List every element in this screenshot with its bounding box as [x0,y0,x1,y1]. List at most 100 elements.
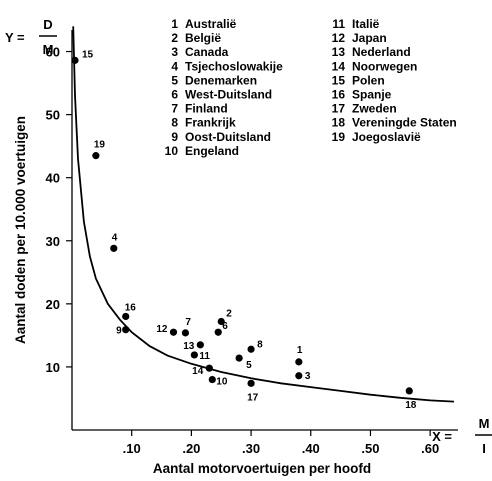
data-point-label: 6 [222,321,228,332]
y-ticks: 10 20 30 40 50 60 [46,45,72,375]
legend-label: Canada [185,45,229,59]
data-point-label: 7 [185,317,191,328]
x-tick-label: .40 [302,441,320,456]
axes [71,30,458,431]
data-point-label: 18 [405,400,417,411]
legend-label: Polen [352,73,385,87]
legend-label: Tsjechoslowakije [185,59,283,73]
data-point [247,379,255,387]
data-point-label: 13 [183,341,195,352]
data-point [92,152,100,160]
data-point [196,341,204,349]
legend-number: 8 [171,116,178,130]
x-axis-formula: X = M I [432,416,492,456]
legend-label: Noorwegen [352,59,417,73]
y-formula-numerator: D [43,17,52,32]
y-tick-label: 40 [46,171,60,186]
legend-label: Denemarken [185,73,257,87]
data-point [190,351,198,359]
legend-number: 12 [332,31,346,45]
data-point [214,328,222,336]
legend-number: 14 [332,59,346,73]
legend-number: 11 [332,17,345,31]
data-point-label: 19 [94,140,106,151]
data-point [110,244,118,252]
data-point [181,329,190,337]
y-tick-label: 10 [46,360,60,375]
legend-number: 7 [171,102,178,116]
legend-number: 5 [171,73,178,87]
x-tick-label: .30 [242,441,260,456]
data-point-label: 2 [226,309,232,320]
y-axis-formula: Y = D M [5,17,57,57]
legend-number: 17 [332,102,346,116]
legend-label: Oost-Duitsland [185,130,271,144]
legend-number: 4 [171,59,178,73]
data-point-label: 16 [125,302,137,313]
legend-label: Zweden [352,102,397,116]
legend-label: Vereningde Staten [352,116,457,130]
fit-curve [72,26,455,403]
x-axis-title: Aantal motorvoertuigen per hoofd [153,461,371,476]
x-tick-label: .50 [361,441,379,456]
legend-label: Joegoslavië [352,130,421,144]
legend-number: 16 [332,88,346,102]
data-point-label: 3 [305,371,311,382]
data-point-label: 8 [257,339,263,350]
data-point-label: 4 [112,232,118,243]
y-tick-label: 60 [46,45,60,60]
y-symbol: Y = [5,30,25,45]
data-point [217,317,225,326]
data-point [295,358,303,366]
data-point [169,328,178,336]
legend-number: 18 [332,116,346,130]
y-tick-label: 30 [46,234,60,249]
y-axis-title: Aantal doden per 10.000 voertuigen [13,116,28,344]
legend-label: Finland [185,102,228,116]
data-point [247,345,255,353]
x-ticks: .10 .20 .30 .40 .50 .60 [123,430,439,456]
x-symbol: X = [432,429,452,444]
legend-number: 13 [332,45,346,59]
y-formula-denominator: M [43,42,54,57]
data-point [122,326,130,334]
x-formula-numerator: M [479,416,490,431]
legend-label: Nederland [352,45,411,59]
data-point [122,312,130,321]
data-point-label: 11 [199,351,210,362]
legend-label: Engeland [185,144,239,158]
legend-number: 9 [171,130,178,144]
legend-label: Australië [185,17,237,31]
legend-number: 1 [171,17,178,31]
legend-number: 19 [332,130,346,144]
data-point [205,364,213,372]
x-tick-label: .10 [123,441,141,456]
data-point [71,56,79,64]
legend-number: 15 [332,73,346,87]
y-tick-label: 50 [46,108,60,123]
legend: 1 Australië 2 België 3 Canada 4 Tsjechoslowakij… [165,17,457,158]
data-point-label: 12 [156,324,168,335]
legend-label: Spanje [352,88,392,102]
legend-label: Japan [352,31,387,45]
y-tick-label: 20 [46,297,60,312]
legend-label: West-Duitsland [185,88,272,102]
legend-label: Frankrijk [185,116,236,130]
legend-number: 2 [171,31,178,45]
data-point-label: 10 [216,377,228,388]
legend-number: 3 [171,45,178,59]
data-point [208,375,216,384]
legend-label: België [185,31,221,45]
data-point-label: 15 [82,49,94,60]
data-point-label: 17 [247,392,259,403]
legend-number: 6 [171,88,178,102]
data-point-label: 9 [116,326,122,337]
legend-number: 10 [165,144,179,158]
x-tick-label: .20 [182,441,200,456]
data-point-label: 5 [246,360,252,371]
data-point [235,354,243,362]
data-point [295,372,303,380]
data-point-label: 1 [297,345,303,356]
